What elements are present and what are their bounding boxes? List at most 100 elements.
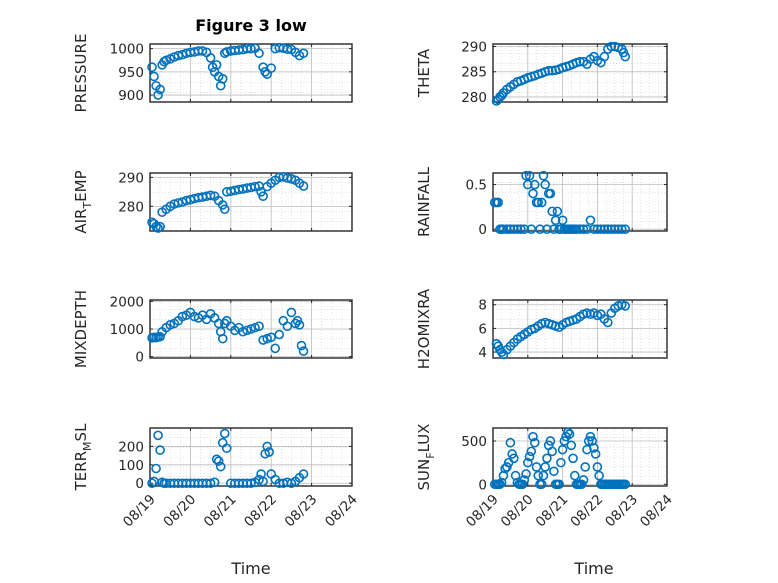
data-point bbox=[609, 224, 620, 235]
data-point bbox=[254, 321, 264, 332]
data-point bbox=[238, 326, 248, 337]
data-point bbox=[529, 179, 540, 190]
data-point bbox=[215, 461, 226, 472]
data-point bbox=[217, 74, 228, 84]
data-point bbox=[522, 179, 533, 190]
data-point bbox=[153, 430, 163, 441]
data-point bbox=[509, 453, 519, 464]
data-point bbox=[205, 190, 216, 201]
data-point bbox=[278, 315, 289, 326]
data-point bbox=[155, 221, 165, 232]
data-point bbox=[282, 321, 293, 332]
data-point bbox=[540, 179, 551, 190]
data-point bbox=[535, 224, 545, 235]
y-tick-label: 900 bbox=[118, 88, 144, 104]
data-point bbox=[620, 224, 631, 235]
data-point bbox=[545, 436, 556, 446]
data-point bbox=[211, 454, 222, 465]
y-tick-label: 1000 bbox=[110, 322, 144, 338]
x-tick-label: 08/19 bbox=[120, 492, 159, 531]
data-point bbox=[197, 46, 208, 56]
y-axis-label: PRESSURE bbox=[72, 34, 90, 113]
data-point bbox=[540, 462, 551, 472]
y-tick-label: 285 bbox=[461, 65, 487, 81]
data-point bbox=[258, 476, 268, 487]
data-point bbox=[620, 51, 631, 62]
data-point bbox=[217, 437, 228, 448]
data-point bbox=[590, 449, 601, 459]
data-point bbox=[571, 224, 582, 235]
data-point bbox=[557, 444, 568, 455]
data-point bbox=[296, 340, 307, 351]
data-point bbox=[545, 188, 556, 199]
data-point bbox=[585, 431, 596, 442]
data-point bbox=[298, 469, 309, 479]
y-tick-label: 8 bbox=[478, 298, 487, 314]
y-tick-label: 280 bbox=[118, 199, 144, 215]
data-point bbox=[524, 170, 535, 181]
data-point bbox=[205, 53, 216, 63]
data-point bbox=[589, 224, 599, 235]
data-point bbox=[528, 431, 538, 442]
data-point bbox=[213, 456, 224, 466]
data-point bbox=[519, 224, 530, 235]
data-point bbox=[606, 224, 617, 235]
y-tick-label: 0 bbox=[478, 477, 487, 493]
data-point bbox=[165, 320, 175, 330]
data-point bbox=[616, 224, 627, 235]
subplot-7: 0 100 200 08/19 08/20 08/21 08/22 08/23 08/24 TER… bbox=[72, 423, 361, 530]
data-point bbox=[566, 440, 577, 451]
data-point bbox=[498, 224, 509, 235]
data-point bbox=[298, 48, 309, 59]
subplot-2: 280 285 290 THETA bbox=[415, 40, 668, 106]
data-point bbox=[578, 475, 589, 485]
subplot-6: 4 6 8 H2OMIXRA bbox=[415, 288, 668, 369]
data-point bbox=[151, 463, 161, 474]
data-point bbox=[211, 60, 222, 70]
axes-frame bbox=[149, 172, 353, 232]
data-point bbox=[521, 469, 531, 479]
data-point bbox=[496, 347, 507, 357]
y-axis-label: AIRTEMP bbox=[72, 170, 94, 233]
data-point bbox=[620, 301, 631, 311]
axes-frame bbox=[492, 299, 668, 359]
data-point bbox=[549, 466, 559, 477]
data-point bbox=[516, 224, 526, 235]
data-point bbox=[507, 449, 517, 459]
x-tick-label: 08/24 bbox=[322, 492, 361, 531]
y-tick-label: 290 bbox=[461, 40, 487, 56]
data-point bbox=[569, 470, 580, 481]
data-point bbox=[533, 470, 544, 481]
x-tick-label: 08/23 bbox=[602, 492, 641, 531]
y-tick-label: 4 bbox=[478, 345, 487, 361]
data-point bbox=[522, 457, 533, 468]
data-point bbox=[151, 221, 161, 232]
data-point bbox=[149, 476, 159, 487]
y-axis-label: MIXDEPTH bbox=[72, 290, 90, 368]
data-point bbox=[564, 429, 575, 439]
data-point bbox=[250, 322, 260, 333]
x-tick-label: 08/19 bbox=[463, 492, 502, 531]
y-tick-label: 200 bbox=[118, 439, 144, 455]
y-axis-label: SUNFLUX bbox=[415, 424, 437, 491]
data-point bbox=[536, 479, 547, 490]
data-point bbox=[262, 333, 272, 344]
data-point bbox=[594, 470, 604, 481]
data-point bbox=[294, 320, 305, 330]
data-point bbox=[543, 65, 554, 76]
data-point bbox=[552, 206, 563, 217]
data-point bbox=[542, 453, 552, 464]
data-point bbox=[274, 329, 285, 340]
x-tick-label: 08/21 bbox=[533, 492, 572, 531]
data-point bbox=[536, 197, 547, 208]
data-point bbox=[246, 43, 256, 54]
y-tick-label: 6 bbox=[478, 321, 487, 337]
data-point bbox=[502, 462, 512, 472]
data-point bbox=[568, 453, 578, 464]
data-point bbox=[502, 224, 512, 235]
data-point bbox=[542, 224, 552, 235]
data-point bbox=[533, 197, 544, 208]
y-tick-label: 0 bbox=[135, 350, 144, 366]
data-point bbox=[298, 181, 309, 191]
data-point bbox=[505, 224, 516, 235]
